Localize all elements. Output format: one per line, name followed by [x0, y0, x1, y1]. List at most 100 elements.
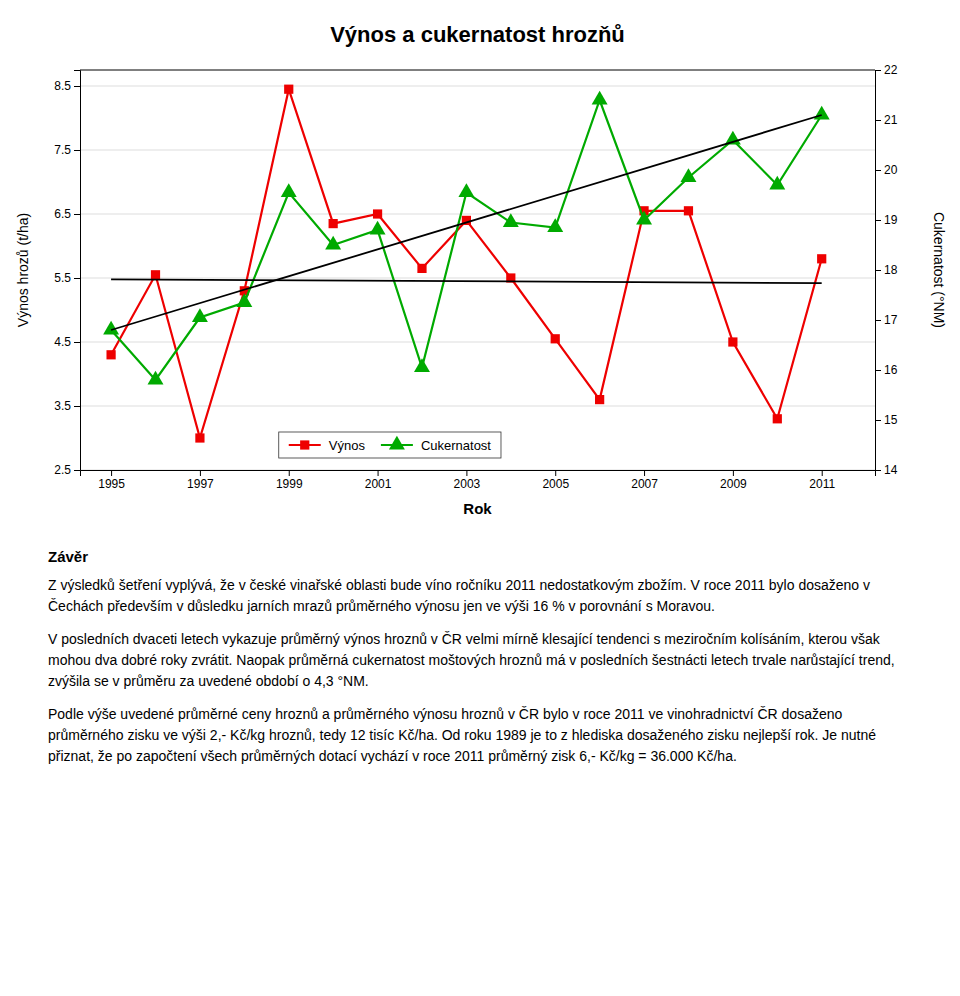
point [195, 433, 204, 442]
y2-axis-title: Cukernatost (°NM) [931, 212, 947, 328]
legend-box [279, 432, 501, 458]
text-paragraph: Podle výše uvedené průměrné ceny hroznů … [48, 706, 876, 764]
point [414, 358, 430, 372]
tick-label: 2009 [720, 477, 747, 491]
point [769, 176, 785, 190]
tick-mark [74, 214, 80, 215]
tick: 8.5 [54, 79, 80, 93]
tick-label: 19 [884, 213, 898, 227]
tick-label: 1999 [276, 477, 303, 491]
y-axis: 2.53.54.55.56.57.58.5 [54, 71, 80, 478]
grid-line [80, 278, 875, 279]
tick: 7.5 [54, 143, 80, 157]
point [281, 183, 297, 197]
tick-label: 1997 [187, 477, 214, 491]
legend-label: Cukernatost [421, 438, 491, 453]
tick: 22 [875, 63, 898, 77]
trend-line [111, 279, 822, 283]
point [547, 218, 563, 232]
tick: 2003 [454, 470, 481, 491]
tick-mark [555, 470, 556, 476]
tick-mark [875, 420, 881, 421]
text-paragraph: V posledních dvaceti letech vykazuje prů… [48, 631, 895, 689]
text-line: zvýšila se v průměru za uvedené období o… [48, 673, 369, 689]
tick-label: 5.5 [54, 271, 71, 285]
grid-line [80, 214, 875, 215]
tick-label: 18 [884, 263, 898, 277]
point [373, 209, 382, 218]
tick-mark [822, 470, 823, 476]
tick-mark [74, 278, 80, 279]
tick-label: 6.5 [54, 207, 71, 221]
tick-mark [644, 470, 645, 476]
x-axis-title: Rok [463, 500, 492, 517]
x-axis: 1995 1997 1999 2001 2003 2005 2007 2009 2011 [81, 470, 876, 491]
tick: 1995 [98, 470, 125, 491]
trend-line [111, 115, 822, 330]
axis-line [74, 71, 81, 471]
tick-label: 15 [884, 413, 898, 427]
tick-label: 2011 [809, 477, 835, 491]
tick-mark [111, 470, 112, 476]
grid-line [80, 342, 875, 343]
tick: 15 [875, 413, 898, 427]
legend-marker [300, 440, 309, 449]
tick-mark [875, 120, 881, 121]
series-line [111, 100, 822, 380]
tick-label: 2003 [454, 477, 481, 491]
tick: 2009 [720, 470, 747, 491]
point [595, 395, 604, 404]
point [728, 337, 737, 346]
text-line: Z výsledků šetření vyplývá, že v české v… [48, 577, 870, 593]
grid [80, 86, 875, 470]
tick-mark [875, 220, 881, 221]
legend-item: Cukernatost [381, 436, 491, 453]
tick: 2011 [809, 470, 835, 491]
tick: 20 [875, 163, 898, 177]
point [417, 264, 426, 273]
tick: 1997 [187, 470, 214, 491]
point [151, 270, 160, 279]
tick: 2005 [542, 470, 569, 491]
tick-mark [875, 170, 881, 171]
plot-area [103, 85, 830, 443]
point [592, 91, 608, 105]
text-heading: Závěr [48, 548, 88, 565]
legend-marker [389, 436, 405, 450]
point [370, 221, 386, 235]
tick-label: 20 [884, 163, 898, 177]
point [636, 211, 652, 225]
y-axis-title: Výnos hrozů (t/ha) [15, 213, 31, 327]
point [148, 371, 164, 385]
text-line: V posledních dvaceti letech vykazuje prů… [48, 631, 881, 647]
legend-label: Výnos [329, 438, 366, 453]
tick-mark [875, 320, 881, 321]
legend-item: Výnos [289, 438, 366, 453]
tick: 21 [875, 113, 898, 127]
point [503, 213, 519, 227]
y2-axis: 141516171819202122 [875, 63, 898, 477]
tick-mark [200, 470, 201, 476]
point [773, 414, 782, 423]
tick-mark [875, 470, 881, 471]
axis-line [876, 71, 882, 471]
tick-label: 16 [884, 363, 898, 377]
tick-label: 22 [884, 63, 898, 77]
grid-line [80, 406, 875, 407]
tick-mark [875, 270, 881, 271]
series-line [111, 89, 822, 438]
tick: 2001 [365, 470, 392, 491]
tick-label: 14 [884, 463, 898, 477]
tick-mark [378, 470, 379, 476]
point [817, 254, 826, 263]
tick-mark [466, 470, 467, 476]
point [325, 236, 341, 250]
tick-label: 2001 [365, 477, 392, 491]
tick: 6.5 [54, 207, 80, 221]
tick: 19 [875, 213, 898, 227]
tick-label: 3.5 [54, 399, 71, 413]
tick: 5.5 [54, 271, 80, 285]
tick-label: 2007 [631, 477, 658, 491]
point [284, 85, 293, 94]
text-line: průměrného zisku ve výši 2,- Kč/kg hrozn… [48, 727, 876, 743]
